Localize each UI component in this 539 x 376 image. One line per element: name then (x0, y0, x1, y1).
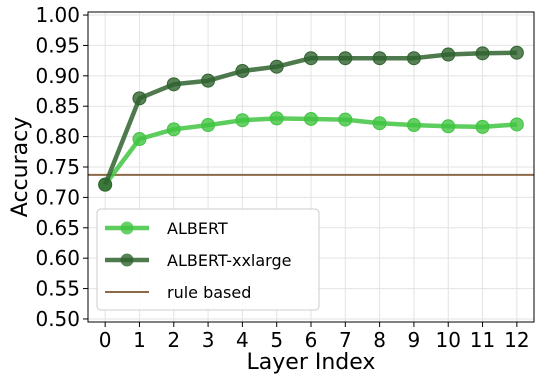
x-tick-label: 7 (339, 328, 352, 352)
y-tick-label: 0.65 (35, 216, 80, 240)
y-tick-label: 0.90 (35, 64, 80, 88)
data-point-albert-xxlarge (406, 51, 421, 66)
data-point-albert-xxlarge (132, 91, 147, 106)
y-tick-label: 0.55 (35, 277, 80, 301)
y-tick-label: 0.80 (35, 125, 80, 149)
data-point-albert (132, 132, 147, 147)
series-group (98, 45, 524, 192)
data-point-albert-xxlarge (269, 59, 284, 74)
data-point-albert-xxlarge (372, 51, 387, 66)
y-tick-label: 0.75 (35, 155, 80, 179)
data-point-albert-xxlarge (235, 63, 250, 78)
x-tick-label: 11 (470, 328, 495, 352)
data-point-albert-xxlarge (338, 51, 353, 66)
legend-box (96, 208, 320, 311)
data-point-albert (235, 113, 250, 128)
data-point-albert (269, 111, 284, 126)
x-tick-labels: 0 1 2 3 4 5 6 7 8 9 10 11 12 (99, 322, 530, 352)
x-axis-label: Layer Index (247, 350, 376, 375)
y-tick-label: 0.95 (35, 33, 80, 57)
x-tick-label: 3 (202, 328, 215, 352)
data-point-albert-xxlarge (475, 46, 490, 61)
y-tick-label: 0.60 (35, 246, 80, 270)
y-tick-label: 0.70 (35, 185, 80, 209)
x-tick-label: 1 (133, 328, 146, 352)
legend-label: ALBERT (167, 219, 228, 238)
y-tick-label: 0.85 (35, 94, 80, 118)
data-point-albert (372, 116, 387, 131)
legend-label: ALBERT-xxlarge (167, 251, 291, 270)
legend: ALBERT ALBERT-xxlarge rule based (96, 208, 320, 311)
x-tick-label: 9 (408, 328, 421, 352)
data-point-albert-xxlarge (304, 51, 318, 66)
data-point-albert-xxlarge (509, 45, 524, 60)
x-tick-label: 0 (99, 328, 112, 352)
x-tick-label: 4 (236, 328, 249, 352)
x-tick-label: 10 (436, 328, 461, 352)
data-point-albert (201, 118, 216, 133)
x-tick-label: 5 (270, 328, 283, 352)
data-point-albert (441, 119, 456, 134)
data-point-albert-xxlarge (201, 73, 216, 88)
y-tick-label: 0.50 (35, 307, 80, 331)
data-point-albert (475, 119, 490, 134)
data-point-albert-xxlarge (166, 77, 181, 92)
data-point-albert (406, 118, 421, 133)
data-point-albert-xxlarge (98, 177, 113, 192)
x-tick-label: 8 (373, 328, 386, 352)
x-tick-label: 6 (305, 328, 318, 352)
x-tick-label: 12 (504, 328, 529, 352)
legend-swatch-marker (120, 221, 134, 235)
x-tick-label: 2 (167, 328, 180, 352)
legend-swatch-marker (120, 253, 134, 267)
data-point-albert (338, 112, 353, 127)
y-tick-labels: 0.50 0.55 0.60 0.65 0.70 0.75 0.80 0.85 0.90 0.95… (35, 3, 88, 331)
data-point-albert (304, 111, 318, 126)
y-axis-label: Accuracy (8, 117, 33, 217)
legend-label: rule based (167, 283, 251, 302)
y-tick-label: 1.00 (35, 3, 80, 27)
data-point-albert (509, 117, 524, 132)
data-point-albert (166, 122, 181, 137)
data-point-albert-xxlarge (441, 47, 456, 62)
